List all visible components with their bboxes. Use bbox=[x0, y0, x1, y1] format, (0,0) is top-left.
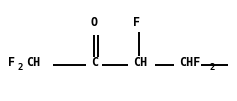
Text: 2: 2 bbox=[18, 63, 23, 72]
Text: F: F bbox=[8, 56, 15, 69]
Text: CHF: CHF bbox=[179, 56, 200, 69]
Text: CH: CH bbox=[26, 56, 40, 69]
Text: CH: CH bbox=[133, 56, 147, 69]
Text: C: C bbox=[91, 56, 98, 69]
Text: O: O bbox=[91, 15, 98, 28]
Text: 2: 2 bbox=[210, 63, 215, 72]
Text: F: F bbox=[133, 15, 140, 28]
